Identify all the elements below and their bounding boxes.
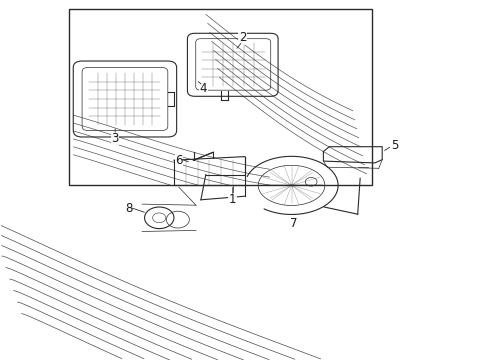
Text: 3: 3 (111, 132, 119, 145)
Text: 7: 7 (290, 217, 298, 230)
Text: 8: 8 (125, 202, 133, 215)
Bar (69, 9, 372, 185)
Text: 1: 1 (229, 193, 237, 206)
Text: 4: 4 (199, 82, 207, 95)
Text: 5: 5 (391, 139, 398, 152)
Text: 6: 6 (175, 154, 183, 167)
Text: 2: 2 (239, 31, 246, 44)
